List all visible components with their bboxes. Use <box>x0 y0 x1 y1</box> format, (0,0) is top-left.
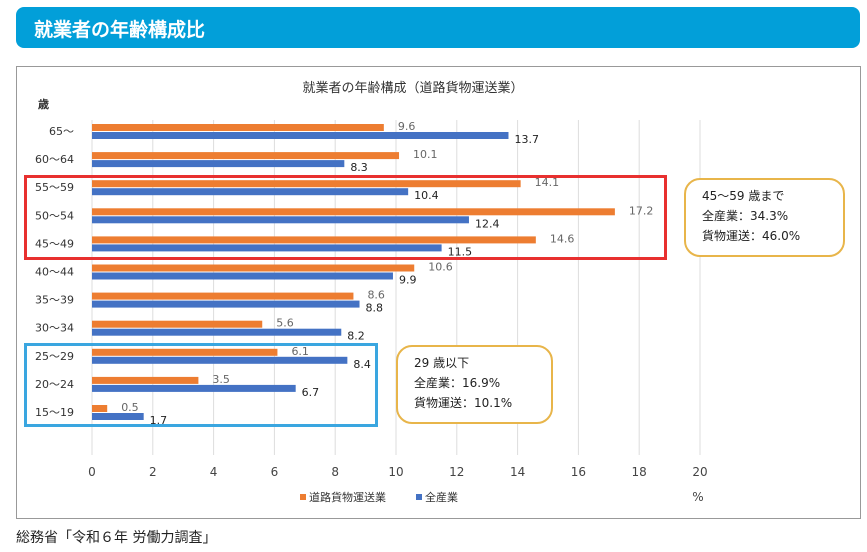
source-text: 総務省「令和６年 労働力調査」 <box>16 530 217 546</box>
x-tick-label: 10 <box>388 465 403 479</box>
bar-road-freight <box>92 152 400 160</box>
data-label-all-industries: 8.4 <box>353 358 371 371</box>
y-tick-label: 40〜44 <box>35 266 74 279</box>
note-line: 全産業：34.3% <box>702 209 789 223</box>
data-label-road-freight: 10.1 <box>413 148 438 161</box>
bar-all-industries <box>92 356 348 364</box>
data-label-road-freight: 17.2 <box>629 204 654 217</box>
x-tick-label: 14 <box>510 465 525 479</box>
bar-road-freight <box>92 348 278 356</box>
note-45-59: 45〜59 歳まで 全産業：34.3% 貨物運送：46.0% <box>684 178 845 257</box>
data-label-all-industries: 8.8 <box>366 302 384 315</box>
highlight-45-59 <box>24 175 667 260</box>
note-line: 貨物運送：10.1% <box>414 396 513 410</box>
note-line: 貨物運送：46.0% <box>702 229 801 243</box>
legend-swatch <box>416 494 422 500</box>
bar-road-freight <box>92 405 108 412</box>
bar-road-freight <box>92 180 521 188</box>
legend-swatch <box>300 494 306 500</box>
y-tick-label: 60〜64 <box>35 153 74 166</box>
bar-road-freight <box>92 292 354 300</box>
bar-all-industries <box>92 384 296 392</box>
bar-all-industries <box>92 413 144 420</box>
data-label-road-freight: 10.6 <box>428 261 453 274</box>
bar-road-freight <box>92 264 415 272</box>
x-tick-label: 2 <box>149 465 157 479</box>
x-tick-label: 4 <box>210 465 218 479</box>
chart-frame <box>16 66 861 519</box>
data-label-road-freight: 0.5 <box>121 401 139 414</box>
bar-all-industries <box>92 160 345 168</box>
bar-all-industries <box>92 244 442 252</box>
section-title: 就業者の年齢構成比 <box>34 19 206 41</box>
legend-label: 全産業 <box>425 490 458 504</box>
x-tick-label: 6 <box>271 465 279 479</box>
bar-road-freight <box>92 124 384 131</box>
y-tick-label: 30〜34 <box>35 322 74 335</box>
bar-all-industries <box>92 188 409 196</box>
data-label-road-freight: 8.6 <box>367 289 385 302</box>
x-axis-unit: % <box>692 490 703 504</box>
x-tick-label: 16 <box>571 465 586 479</box>
data-label-road-freight: 14.1 <box>535 176 560 189</box>
y-tick-label: 50〜54 <box>35 209 74 222</box>
data-label-road-freight: 3.5 <box>212 373 230 386</box>
data-label-road-freight: 6.1 <box>291 345 309 358</box>
x-tick-label: 20 <box>692 465 707 479</box>
data-label-road-freight: 14.6 <box>550 232 575 245</box>
data-label-all-industries: 11.5 <box>448 245 473 258</box>
bar-road-freight <box>92 208 615 216</box>
note-under-29: 29 歳以下 全産業：16.9% 貨物運送：10.1% <box>396 345 553 424</box>
highlight-under-29 <box>24 343 378 427</box>
x-tick-label: 0 <box>88 465 96 479</box>
data-label-road-freight: 9.6 <box>398 120 416 133</box>
y-tick-label: 15〜19 <box>35 406 74 419</box>
bar-all-industries <box>92 132 509 139</box>
data-label-all-industries: 1.7 <box>150 414 168 427</box>
section-header: 就業者の年齢構成比 <box>16 7 860 48</box>
bar-all-industries <box>92 300 360 308</box>
x-tick-label: 12 <box>449 465 464 479</box>
data-label-all-industries: 10.4 <box>414 189 439 202</box>
bar-all-industries <box>92 328 342 336</box>
data-label-all-industries: 8.2 <box>347 330 365 343</box>
data-label-all-industries: 9.9 <box>399 274 417 287</box>
chart-title: 就業者の年齢構成（道路貨物運送業） <box>302 80 523 96</box>
y-tick-label: 45〜49 <box>35 237 74 250</box>
y-tick-label: 20〜24 <box>35 378 74 391</box>
y-tick-label: 65〜 <box>49 125 74 138</box>
bar-all-industries <box>92 272 393 280</box>
bar-road-freight <box>92 320 263 328</box>
y-tick-label: 25〜29 <box>35 350 74 363</box>
x-tick-label: 8 <box>331 465 339 479</box>
note-line: 45〜59 歳まで <box>702 189 785 203</box>
bar-road-freight <box>92 376 199 384</box>
y-tick-label: 55〜59 <box>35 181 74 194</box>
data-label-all-industries: 13.7 <box>514 133 539 146</box>
note-line: 全産業：16.9% <box>414 376 501 390</box>
legend-label: 道路貨物運送業 <box>309 490 386 504</box>
bar-road-freight <box>92 236 536 244</box>
data-label-all-industries: 12.4 <box>475 217 500 230</box>
y-tick-label: 35〜39 <box>35 294 74 307</box>
data-label-all-industries: 6.7 <box>302 386 320 399</box>
y-axis-label: 歳 <box>38 97 49 111</box>
note-line: 29 歳以下 <box>414 356 470 370</box>
data-label-road-freight: 5.6 <box>276 317 294 330</box>
x-tick-label: 18 <box>632 465 647 479</box>
bar-all-industries <box>92 216 469 224</box>
data-label-all-industries: 8.3 <box>350 161 368 174</box>
